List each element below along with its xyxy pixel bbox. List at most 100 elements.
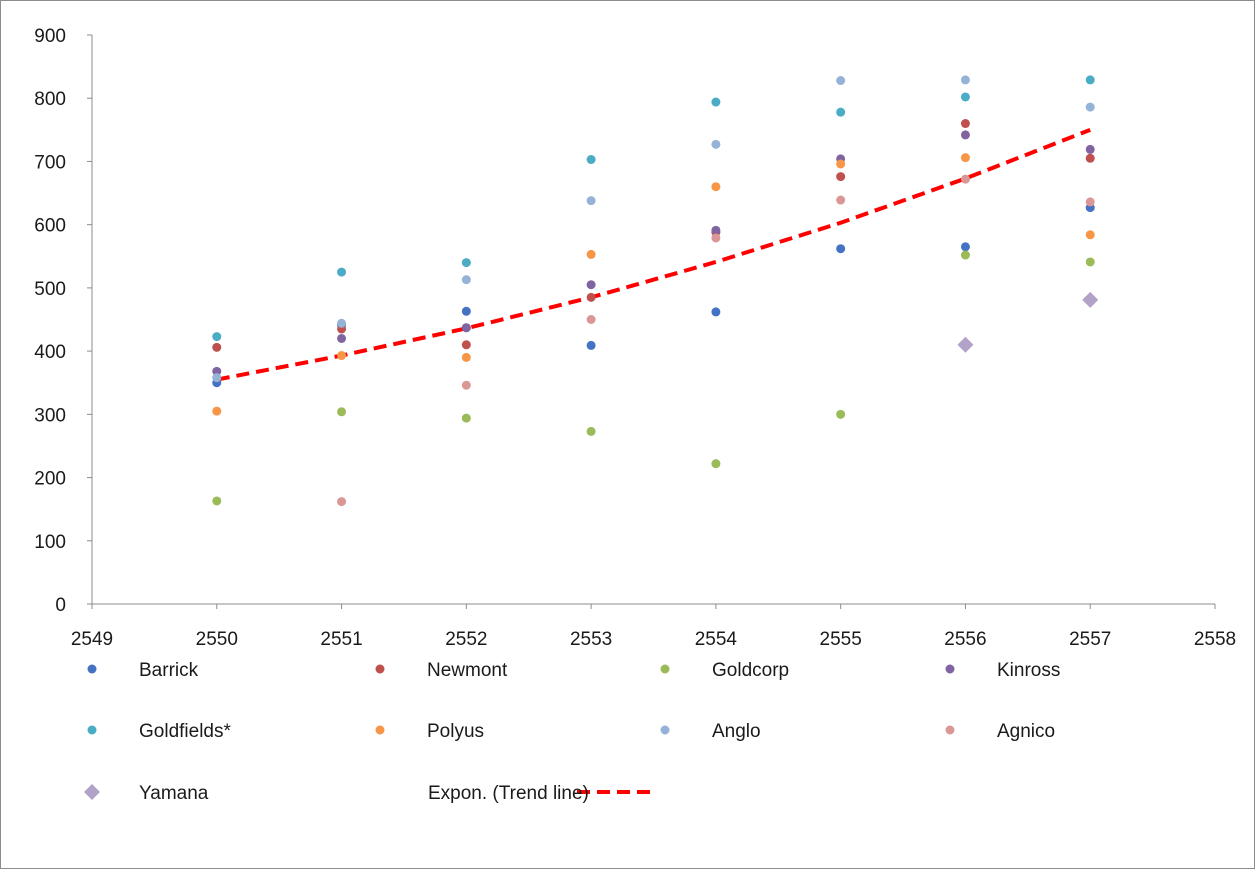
legend-item-anglo: Anglo xyxy=(660,721,761,742)
data-point xyxy=(337,497,347,507)
x-tick-label: 2556 xyxy=(944,629,986,650)
data-point xyxy=(586,426,596,436)
data-point xyxy=(836,195,846,205)
legend-marker xyxy=(375,725,385,735)
legend-label: Yamana xyxy=(139,783,209,804)
data-point xyxy=(1085,197,1095,207)
data-point xyxy=(711,233,721,243)
legend-item-expon-trend-line: Expon. (Trend line) xyxy=(428,783,650,804)
legend-marker xyxy=(660,664,670,674)
data-point xyxy=(711,459,721,469)
data-point xyxy=(212,332,222,342)
series-barrick xyxy=(212,203,1095,388)
y-tick-label: 300 xyxy=(34,405,66,426)
legend-item-goldfields: Goldfields* xyxy=(87,721,231,742)
y-tick-label: 800 xyxy=(34,89,66,110)
data-point xyxy=(461,352,471,362)
legend-label: Polyus xyxy=(427,721,484,742)
data-point xyxy=(212,342,222,352)
data-point xyxy=(586,249,596,259)
data-point xyxy=(337,407,347,417)
legend: Barrick Newmont Goldcorp Kinross Goldfields*… xyxy=(84,660,1060,804)
data-point xyxy=(960,174,970,184)
x-tick-label: 2549 xyxy=(71,629,113,650)
data-point xyxy=(1085,144,1095,154)
y-tick-label: 600 xyxy=(34,216,66,237)
legend-marker xyxy=(87,664,97,674)
data-point xyxy=(337,318,347,328)
y-tick-label: 400 xyxy=(34,342,66,363)
data-point xyxy=(960,119,970,129)
data-point xyxy=(212,406,222,416)
legend-label: Barrick xyxy=(139,660,199,681)
series-agnico xyxy=(337,174,1095,507)
data-point xyxy=(461,323,471,333)
x-tick-label: 2554 xyxy=(695,629,738,650)
data-point xyxy=(836,107,846,117)
y-tick-label: 900 xyxy=(34,26,66,47)
x-tick-label: 2552 xyxy=(445,629,487,650)
series-newmont xyxy=(212,119,1095,352)
legend-item-newmont: Newmont xyxy=(375,660,508,681)
data-point xyxy=(586,196,596,206)
trendline xyxy=(216,127,1091,382)
legend-item-barrick: Barrick xyxy=(87,660,199,681)
legend-marker xyxy=(375,664,385,674)
legend-item-agnico: Agnico xyxy=(945,721,1055,742)
data-point xyxy=(212,373,222,383)
data-point xyxy=(212,366,222,376)
data-point xyxy=(461,413,471,423)
legend-marker xyxy=(87,725,97,735)
data-point xyxy=(1085,102,1095,112)
data-point xyxy=(960,242,970,252)
data-point xyxy=(711,307,721,317)
series-polyus xyxy=(212,153,1095,416)
data-point xyxy=(337,333,347,343)
data-point xyxy=(461,275,471,285)
legend-label: Goldfields* xyxy=(139,721,231,742)
y-tick-label: 500 xyxy=(34,279,66,300)
data-point xyxy=(836,409,846,419)
data-point xyxy=(212,496,222,506)
data-point xyxy=(836,172,846,182)
x-tick-label: 2550 xyxy=(196,629,238,650)
data-point xyxy=(960,130,970,140)
series-goldcorp xyxy=(212,250,1095,506)
x-tick-label: 2557 xyxy=(1069,629,1111,650)
data-point xyxy=(586,280,596,290)
data-point xyxy=(960,92,970,102)
series-goldfields xyxy=(212,75,1095,342)
points-layer xyxy=(212,75,1099,507)
y-tick-label: 100 xyxy=(34,532,66,553)
legend-marker xyxy=(945,664,955,674)
legend-label: Kinross xyxy=(997,660,1060,681)
data-point xyxy=(461,306,471,316)
legend-marker xyxy=(660,725,670,735)
data-point xyxy=(711,97,721,107)
x-tick-label: 2555 xyxy=(820,629,862,650)
x-tick-label: 2558 xyxy=(1194,629,1236,650)
legend-item-kinross: Kinross xyxy=(945,660,1060,681)
legend-item-polyus: Polyus xyxy=(375,721,484,742)
trendline-layer xyxy=(216,127,1091,382)
data-point xyxy=(711,225,721,235)
y-tick-label: 200 xyxy=(34,469,66,490)
legend-marker xyxy=(84,784,100,800)
legend-label: Anglo xyxy=(712,721,761,742)
data-point xyxy=(960,153,970,163)
data-point xyxy=(1085,230,1095,240)
data-point xyxy=(711,139,721,149)
data-point xyxy=(1085,153,1095,163)
data-point xyxy=(711,182,721,192)
legend-label: Expon. (Trend line) xyxy=(428,783,589,804)
data-point xyxy=(586,315,596,324)
legend-label: Newmont xyxy=(427,660,508,681)
data-point xyxy=(836,76,846,86)
data-point xyxy=(461,380,471,390)
legend-item-yamana: Yamana xyxy=(84,783,209,804)
data-point xyxy=(461,258,471,268)
data-point xyxy=(1082,291,1099,308)
data-point xyxy=(586,155,596,165)
data-point xyxy=(836,159,846,169)
